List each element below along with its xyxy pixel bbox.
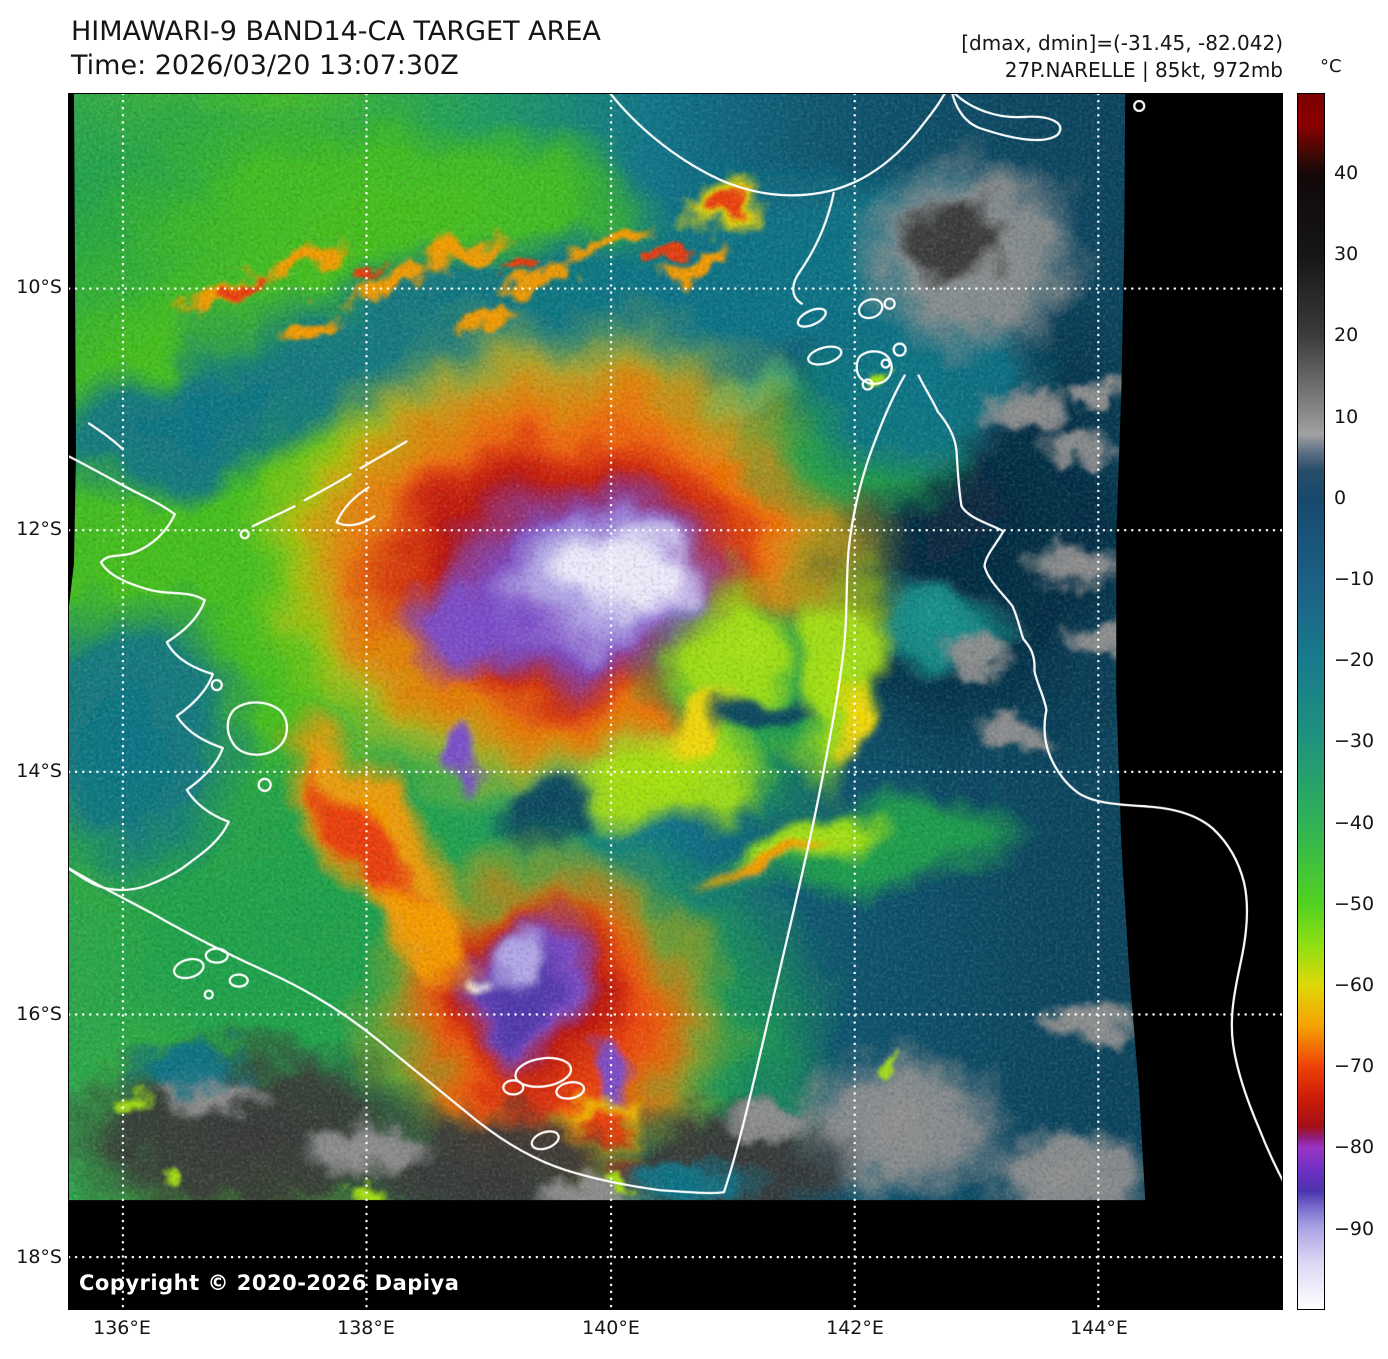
colorbar-tick-10: 10 (1334, 406, 1359, 429)
graticule (69, 94, 1282, 1309)
colorbar (1297, 93, 1325, 1310)
colorbar-tick-n50: −50 (1334, 893, 1375, 916)
colorbar-tick-30: 30 (1334, 243, 1359, 266)
colorbar-tick-n10: −10 (1334, 568, 1375, 591)
colorbar-tick-n30: −30 (1334, 730, 1375, 753)
no-data-left-sliver (69, 94, 76, 607)
colorbar-unit-label: °C (1320, 56, 1342, 77)
lat-tick-14s: 14°S (16, 760, 62, 783)
colorbar-tick-20: 20 (1334, 324, 1359, 347)
satellite-scene (69, 94, 1282, 1309)
lon-tick-136e: 136°E (93, 1317, 151, 1339)
lon-tick-138e: 138°E (337, 1317, 395, 1339)
colorbar-tick-0: 0 (1334, 487, 1347, 510)
copyright-text: Copyright © 2020-2026 Dapiya (79, 1271, 460, 1295)
coastlines (69, 94, 1282, 1195)
colorbar-tick-n70: −70 (1334, 1055, 1375, 1078)
dmax-dmin-label: [dmax, dmin]=(-31.45, -82.042) (961, 31, 1283, 55)
lat-tick-16s: 16°S (16, 1003, 62, 1026)
colorbar-tick-n90: −90 (1334, 1218, 1375, 1241)
lon-tick-142e: 142°E (826, 1317, 884, 1339)
satellite-map: Copyright © 2020-2026 Dapiya (68, 93, 1283, 1310)
colorbar-tick-n40: −40 (1334, 812, 1375, 835)
colorbar-tick-n20: −20 (1334, 649, 1375, 672)
colorbar-tick-n60: −60 (1334, 974, 1375, 997)
no-data-mask (69, 94, 1282, 1309)
lon-tick-140e: 140°E (582, 1317, 640, 1339)
grain-dark (69, 94, 1282, 1309)
lat-tick-12s: 12°S (16, 518, 62, 541)
lat-tick-10s: 10°S (16, 276, 62, 299)
storm-info-label: 27P.NARELLE | 85kt, 972mb (1004, 58, 1283, 82)
colorbar-tick-40: 40 (1334, 162, 1359, 185)
timestamp-label: Time: 2026/03/20 13:07:30Z (71, 50, 459, 81)
page-title: HIMAWARI-9 BAND14-CA TARGET AREA (71, 16, 601, 47)
colorbar-tick-n80: −80 (1334, 1136, 1375, 1159)
lon-tick-144e: 144°E (1070, 1317, 1128, 1339)
lat-tick-18s: 18°S (16, 1246, 62, 1269)
